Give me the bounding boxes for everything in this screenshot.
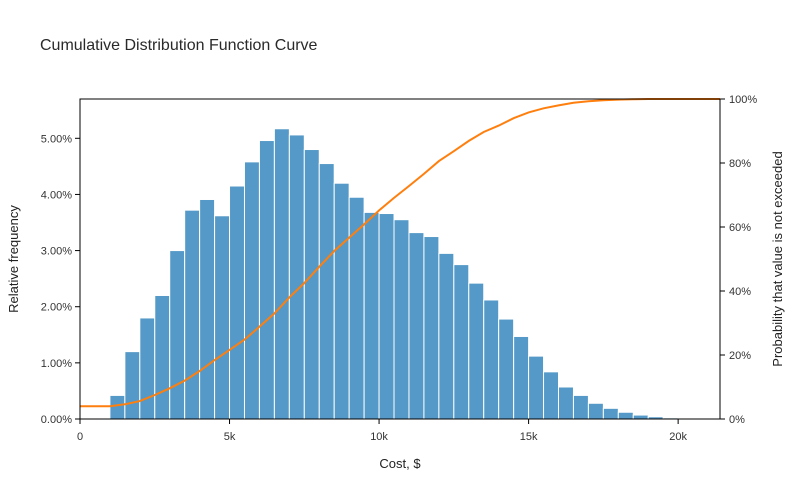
histogram-bar	[169, 250, 186, 420]
y-tick-label: 3.00%	[41, 246, 72, 258]
y-tick-label: 2.00%	[41, 302, 72, 314]
y2-tick-label: 100%	[729, 94, 757, 106]
y2-tick-label: 60%	[729, 222, 751, 234]
histogram-bar	[632, 414, 649, 420]
histogram-bar	[483, 299, 500, 420]
y-tick-label: 0.00%	[41, 414, 72, 426]
histogram-bar	[318, 163, 335, 420]
y2-tick-label: 20%	[729, 350, 751, 362]
histogram-bar	[438, 252, 455, 420]
histogram-bar	[154, 294, 171, 420]
y-tick-label: 1.00%	[41, 358, 72, 370]
histogram-bar	[528, 355, 545, 420]
histogram-bar	[378, 213, 395, 420]
x-tick-label: 10k	[370, 431, 388, 443]
y-tick-label: 4.00%	[41, 189, 72, 201]
histogram-bar	[229, 185, 245, 420]
histogram-bar	[109, 394, 126, 420]
y-axis-title: Relative frequency	[6, 205, 21, 313]
histogram-bar	[214, 215, 231, 420]
histogram-bar	[273, 128, 290, 420]
histogram-bar	[333, 182, 350, 420]
plot-frame	[79, 98, 721, 420]
cdf-line	[80, 98, 720, 408]
x-axis-title: Cost, $	[379, 456, 421, 471]
histogram-bar	[303, 149, 320, 420]
histogram-bar	[558, 386, 574, 420]
histogram-bar	[513, 335, 530, 420]
histogram-bar	[184, 209, 201, 420]
y-tick-label: 5.00%	[41, 133, 72, 145]
histogram-bar	[572, 394, 589, 420]
histogram-bar	[602, 407, 619, 420]
y2-tick-label: 0%	[729, 414, 745, 426]
x-tick-label: 0	[77, 431, 83, 443]
y2-axis-title: Probability that value is not exceeded	[770, 151, 785, 366]
histogram-bar	[124, 351, 141, 420]
histogram-bar	[543, 371, 560, 420]
histogram-bar	[393, 219, 410, 420]
histogram-bar	[363, 211, 380, 420]
chart-title: Cumulative Distribution Function Curve	[40, 37, 318, 54]
histogram-bar	[468, 282, 485, 420]
y2-tick-label: 40%	[729, 286, 751, 298]
histogram-bar	[243, 161, 260, 420]
y-axis-left: 0.00% 1.00% 2.00% 3.00% 4.00% 5.00%	[41, 133, 80, 426]
y2-tick-label: 80%	[729, 158, 751, 170]
histogram-bar	[288, 134, 305, 420]
histogram-bar	[617, 411, 634, 420]
histogram-bars	[109, 128, 679, 420]
histogram-bar	[139, 317, 156, 420]
x-axis: 0 5k 10k 15k 20k	[77, 419, 687, 443]
y-axis-right: 0% 20% 40% 60% 80% 100%	[720, 94, 757, 426]
histogram-bar	[498, 318, 515, 420]
histogram-bar	[453, 264, 470, 420]
histogram-bar	[258, 140, 275, 420]
x-tick-label: 15k	[520, 431, 538, 443]
histogram-bar	[408, 232, 425, 420]
histogram-bar	[587, 402, 604, 420]
x-tick-label: 20k	[669, 431, 687, 443]
histogram-bar	[199, 198, 216, 420]
histogram-bar	[423, 236, 440, 420]
x-tick-label: 5k	[224, 431, 236, 443]
